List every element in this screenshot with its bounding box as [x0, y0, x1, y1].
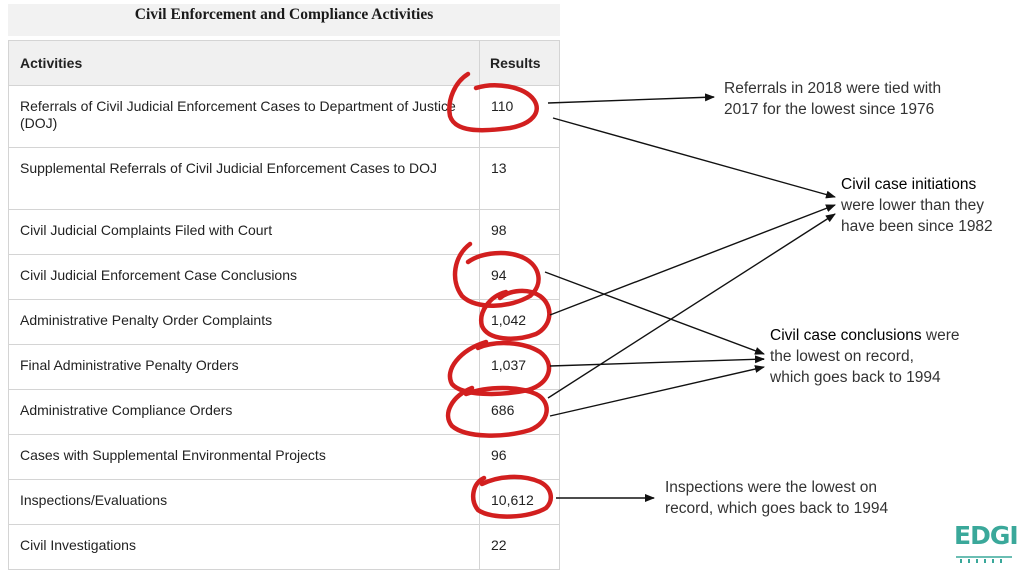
activity-cell: Administrative Compliance Orders [8, 389, 480, 435]
table-row: Civil Judicial Complaints Filed with Cou… [8, 209, 560, 255]
logo-text: EDGI [954, 521, 1019, 550]
arrows [544, 93, 836, 502]
annotation-initiations: Civil case initiations were lower than t… [841, 174, 993, 237]
table-row: Civil Judicial Enforcement Case Conclusi… [8, 254, 560, 300]
table-row: Inspections/Evaluations 10,612 [8, 479, 560, 525]
table-row: Final Administrative Penalty Orders 1,03… [8, 344, 560, 390]
annotation-line: the lowest on record, [770, 348, 914, 365]
arrow-1037-to-conclusions [549, 355, 765, 367]
activity-cell: Administrative Penalty Order Complaints [8, 299, 480, 345]
activity-cell: Civil Judicial Enforcement Case Conclusi… [8, 254, 480, 300]
activities-column-header: Activities [8, 40, 480, 86]
arrow-110-to-initiations [552, 117, 836, 199]
result-cell: 98 [479, 209, 560, 255]
result-cell: 1,042 [479, 299, 560, 345]
table-row: Administrative Compliance Orders 686 [8, 389, 560, 435]
activity-cell: Civil Investigations [8, 524, 480, 570]
annotation-line: which goes back to 1994 [770, 369, 941, 386]
activity-cell: Final Administrative Penalty Orders [8, 344, 480, 390]
result-cell: 96 [479, 434, 560, 480]
activity-cell: Civil Judicial Complaints Filed with Cou… [8, 209, 480, 255]
result-cell: 686 [479, 389, 560, 435]
activity-cell: Supplemental Referrals of Civil Judicial… [8, 147, 480, 210]
logo-mark-icon [956, 556, 1012, 563]
result-cell: 22 [479, 524, 560, 570]
annotation-line: were [921, 327, 960, 344]
result-cell: 13 [479, 147, 560, 210]
annotation-line: have been since 1982 [841, 218, 993, 235]
annotation-line: were lower than they [841, 197, 985, 214]
annotation-line: Referrals in 2018 were tied with [724, 80, 942, 97]
table-row: Supplemental Referrals of Civil Judicial… [8, 147, 560, 210]
result-cell: 110 [479, 85, 560, 148]
table-row: Cases with Supplemental Environmental Pr… [8, 434, 560, 480]
annotation-referrals: Referrals in 2018 were tied with 2017 fo… [724, 78, 941, 120]
annotation-inspections: Inspections were the lowest on record, w… [665, 477, 888, 519]
annotation-line: Inspections were the lowest on [665, 479, 877, 496]
activity-cell: Referrals of Civil Judicial Enforcement … [8, 85, 480, 148]
result-cell: 10,612 [479, 479, 560, 525]
table-row: Administrative Penalty Order Complaints … [8, 299, 560, 345]
activities-table: Activities Results Referrals of Civil Ju… [8, 40, 560, 570]
arrow-686-to-conclusions [549, 365, 765, 417]
results-column-header: Results [479, 40, 560, 86]
table-title: Civil Enforcement and Compliance Activit… [8, 4, 560, 36]
activity-cell: Inspections/Evaluations [8, 479, 480, 525]
annotation-conclusions: Civil case conclusions were the lowest o… [770, 325, 960, 388]
arrow-94-to-conclusions [544, 271, 765, 355]
table-header-row: Activities Results [8, 40, 560, 86]
arrow-1042-to-initiations [549, 204, 836, 316]
result-cell: 94 [479, 254, 560, 300]
arrow-110-to-referrals [547, 93, 715, 104]
annotation-emphasis: Civil case conclusions [770, 327, 922, 344]
annotation-emphasis: Civil case initiations [841, 176, 977, 193]
edgi-logo: EDGI [954, 521, 1019, 565]
annotation-line: 2017 for the lowest since 1976 [724, 101, 935, 118]
table-row: Civil Investigations 22 [8, 524, 560, 570]
annotation-line: record, which goes back to 1994 [665, 500, 889, 517]
activity-cell: Cases with Supplemental Environmental Pr… [8, 434, 480, 480]
result-cell: 1,037 [479, 344, 560, 390]
table-row: Referrals of Civil Judicial Enforcement … [8, 85, 560, 148]
